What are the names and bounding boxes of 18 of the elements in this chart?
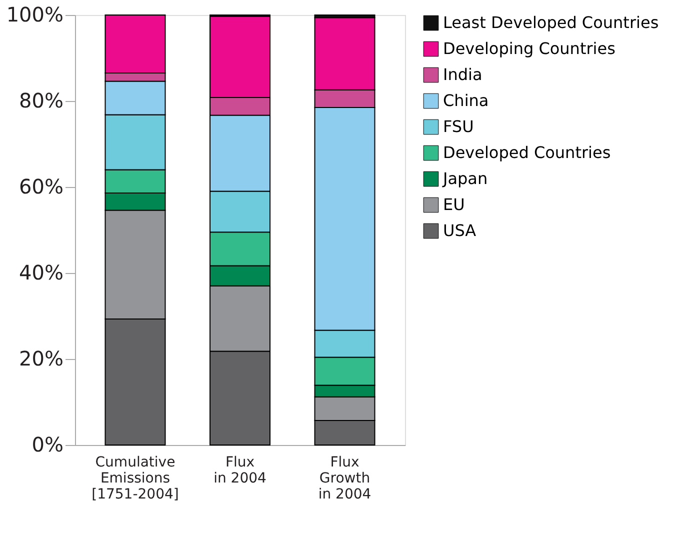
legend-label: India [443, 65, 482, 84]
legend-label: Least Developed Countries [443, 13, 659, 32]
legend-label: Developed Countries [443, 143, 611, 162]
legend-label: China [443, 91, 489, 110]
legend-label: EU [443, 195, 465, 214]
y-tick-label: 0% [32, 432, 64, 456]
x-tick-label: Cumulative Emissions [1751-2004] [92, 454, 179, 502]
x-tick-label: Flux in 2004 [214, 454, 267, 486]
x-tick-label: Flux Growth in 2004 [318, 454, 372, 502]
y-tick-label: 100% [6, 2, 64, 26]
y-tick-label: 80% [19, 88, 64, 112]
y-tick-label: 60% [19, 174, 64, 198]
legend-label: FSU [443, 117, 474, 136]
legend-label: Japan [442, 169, 488, 188]
y-tick-label: 20% [19, 346, 64, 370]
legend-label: Developing Countries [443, 39, 616, 58]
legend-label: USA [443, 221, 476, 240]
y-tick-label: 40% [19, 260, 64, 284]
